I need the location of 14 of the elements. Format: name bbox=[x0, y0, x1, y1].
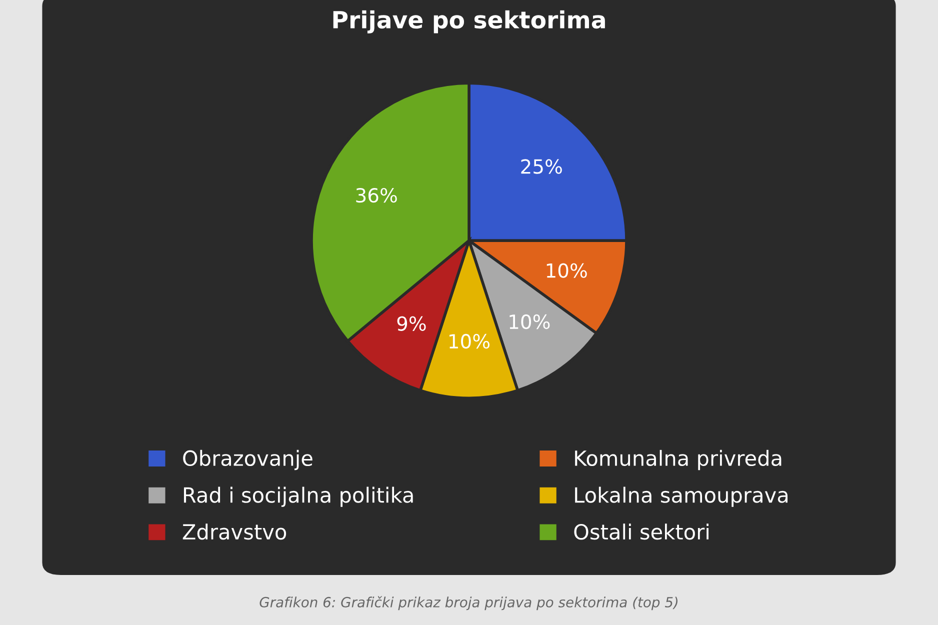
legend-label: Rad i socijalna politika bbox=[184, 486, 413, 507]
legend-label: Komunalna privreda bbox=[575, 450, 782, 470]
data-label: 10% bbox=[450, 334, 490, 349]
legend-label: Ostali sektori bbox=[574, 524, 708, 540]
data-label: 36% bbox=[356, 188, 397, 203]
legend-label: Zdravstvo bbox=[182, 524, 286, 540]
data-label: 9% bbox=[397, 316, 426, 331]
data-label: 25% bbox=[521, 159, 562, 174]
data-label: 10% bbox=[546, 263, 587, 278]
chart-title: Prijave po sektorima bbox=[333, 10, 605, 34]
data-label: 10% bbox=[510, 314, 550, 330]
text: Grafikon 6: Grafički prikaz broja prijava po sektorima (top 5) bbox=[260, 596, 678, 610]
legend-label: Lokalna samouprava bbox=[575, 486, 788, 507]
legend-label: Obrazovanje bbox=[183, 450, 312, 470]
